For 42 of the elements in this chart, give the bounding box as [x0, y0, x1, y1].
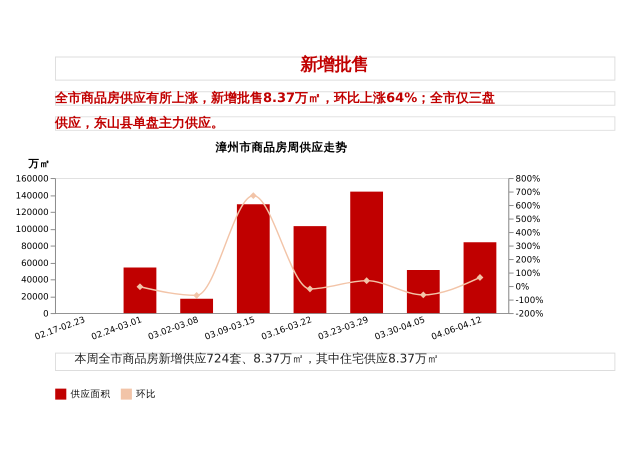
y-axis-title: 万㎡ — [28, 158, 51, 170]
legend-label: 供应面积 — [70, 388, 110, 400]
y2-tick-label: 200% — [516, 255, 540, 266]
y2-tick-label: 0% — [516, 282, 530, 292]
text: 新增批售 — [300, 55, 369, 76]
bar — [294, 226, 326, 314]
point — [363, 277, 370, 284]
point — [420, 291, 427, 298]
bar — [350, 192, 384, 314]
y2-tick-label: 100% — [516, 268, 540, 279]
bar — [464, 242, 496, 314]
y2-tick-label: -200% — [516, 309, 544, 320]
y-tick-label: 0 — [43, 309, 49, 320]
y2-tick-label: 800% — [516, 174, 540, 184]
point — [250, 192, 257, 200]
y-tick-label: 40000 — [21, 276, 49, 286]
y-tick-label: 20000 — [21, 292, 49, 303]
bar — [236, 204, 270, 314]
y-tick-label: 120000 — [16, 208, 49, 218]
point — [136, 283, 144, 290]
y2-tick-label: 500% — [516, 214, 540, 225]
bar — [406, 270, 440, 314]
y2-tick-label: 400% — [516, 228, 540, 238]
y-tick-label: 60000 — [21, 258, 49, 269]
y2-tick-label: 700% — [516, 188, 540, 198]
text: 全市商品房供应有所上涨，新增批售8.37万㎡，环比上涨64%；全市仅三盘 — [54, 90, 496, 106]
y-tick-label: 160000 — [16, 174, 49, 184]
chart-title: 漳州市商品房周供应走势 — [214, 140, 348, 154]
y2-tick-label: -100% — [516, 296, 544, 306]
y2-tick-label: 300% — [516, 242, 540, 252]
y2-tick-label: 600% — [516, 201, 540, 212]
y-tick-label: 80000 — [21, 242, 49, 252]
point — [306, 286, 314, 292]
y-tick-label: 100000 — [16, 225, 49, 236]
point — [476, 274, 484, 281]
text: 供应，东山县单盘主力供应。 — [54, 114, 224, 131]
text: 本周全市商品房新增供应724套、8.37万㎡，其中住宅供应8.37万㎡ — [74, 351, 439, 366]
bar — [180, 298, 214, 314]
point — [193, 292, 200, 299]
legend-label: 环比 — [136, 388, 156, 400]
y-tick-label: 140000 — [16, 191, 49, 202]
bar — [124, 268, 156, 314]
